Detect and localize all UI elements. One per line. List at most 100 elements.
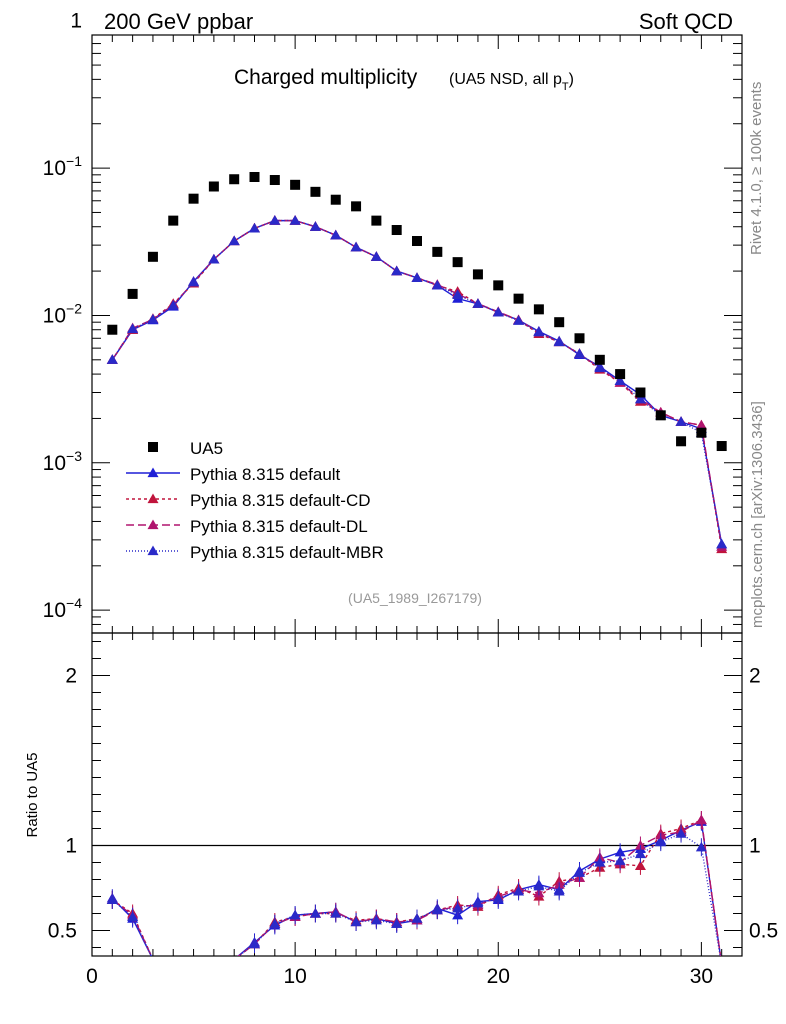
ratio-point bbox=[675, 828, 687, 838]
mc-point bbox=[513, 315, 525, 325]
legend-marker-2 bbox=[147, 519, 159, 530]
y-tick-label: 10−3 bbox=[43, 448, 83, 475]
mc-point bbox=[492, 306, 504, 317]
ratio-point bbox=[330, 908, 342, 918]
ratio-point bbox=[391, 918, 403, 928]
mc-point bbox=[695, 419, 707, 430]
ratio-y-tick-label-right: 2 bbox=[749, 665, 761, 688]
ua5-data-point bbox=[188, 193, 199, 204]
ua5-data-point bbox=[310, 186, 321, 197]
y-tick-label-exp: −1 bbox=[66, 153, 82, 169]
ratio-point bbox=[634, 840, 646, 850]
legend-marker-0 bbox=[147, 467, 159, 478]
mc-point bbox=[208, 253, 220, 264]
ratio-point bbox=[533, 880, 545, 891]
ua5-data-point bbox=[452, 257, 463, 268]
mc-point bbox=[228, 235, 240, 246]
y-tick-label-base: 1 bbox=[70, 10, 82, 33]
mc-point bbox=[269, 215, 281, 225]
ua5-data-point bbox=[432, 246, 443, 257]
ratio-point bbox=[350, 916, 362, 927]
ratio-y-label: Ratio to UA5 bbox=[24, 752, 41, 837]
ratio-y-tick-label: 0.5 bbox=[48, 920, 77, 943]
header-left: 200 GeV ppbar bbox=[104, 9, 253, 34]
ua5-data-point bbox=[391, 225, 402, 236]
ratio-line-2 bbox=[111, 818, 722, 956]
ua5-data-point bbox=[371, 215, 382, 226]
ua5-data-point bbox=[696, 427, 707, 438]
ua5-data-point bbox=[716, 441, 727, 452]
y-tick-label: 10−4 bbox=[43, 595, 83, 622]
mc-point bbox=[634, 393, 646, 404]
y-tick-label-base: 10 bbox=[43, 452, 66, 475]
ratio-point bbox=[614, 846, 626, 857]
mc-point bbox=[289, 215, 301, 225]
x-tick-label: 30 bbox=[690, 965, 713, 988]
ratio-point bbox=[411, 913, 423, 923]
mc-point bbox=[391, 265, 403, 276]
mc-point bbox=[452, 289, 464, 299]
legend-label-0: Pythia 8.315 default bbox=[190, 465, 341, 484]
ua5-data-point bbox=[615, 369, 626, 380]
chart-subtitle: (UA5 NSD, all pT) bbox=[449, 71, 574, 93]
ratio-plot-frame bbox=[91, 632, 743, 957]
y-tick-label-exp: −2 bbox=[66, 300, 82, 316]
ua5-data-point bbox=[127, 288, 138, 299]
ua5-data-point bbox=[351, 201, 362, 212]
mc-point bbox=[350, 241, 362, 252]
y-tick-label-base: 10 bbox=[43, 304, 66, 327]
ratio-point bbox=[309, 908, 321, 918]
ratio-y-tick-label: 1 bbox=[65, 835, 77, 858]
ratio-point bbox=[513, 885, 525, 896]
mc-point bbox=[533, 326, 545, 337]
ratio-point bbox=[492, 892, 504, 903]
x-tick-label: 0 bbox=[86, 965, 98, 988]
ua5-data-point bbox=[229, 174, 240, 185]
y-tick-label-base: 10 bbox=[43, 157, 66, 180]
y-tick-label-base: 10 bbox=[43, 599, 66, 622]
ratio-point bbox=[269, 918, 281, 928]
ua5-data-point bbox=[412, 236, 422, 247]
mc-point bbox=[675, 416, 687, 426]
ua5-data-point bbox=[168, 215, 179, 226]
ratio-point bbox=[574, 867, 585, 877]
x-tick-label: 20 bbox=[487, 965, 510, 988]
mc-point bbox=[716, 538, 728, 549]
mc-point bbox=[309, 221, 321, 231]
ratio-point bbox=[655, 836, 667, 847]
ua5-data-point bbox=[330, 194, 341, 205]
ua5-data-point bbox=[554, 317, 565, 328]
chart-subtitle-suffix: ) bbox=[569, 71, 574, 88]
y-tick-label: 10−2 bbox=[43, 300, 83, 327]
mcplots-label: mcplots.cern.ch [arXiv:1306.3436] bbox=[749, 401, 766, 628]
ua5-data-point bbox=[107, 324, 118, 335]
ratio-point bbox=[370, 914, 382, 925]
ratio-y-tick-label-right: 0.5 bbox=[749, 920, 778, 943]
ua5-data-point bbox=[269, 175, 280, 186]
ua5-data-point bbox=[147, 251, 158, 262]
chart-subtitle-sub: T bbox=[562, 81, 569, 93]
mc-point bbox=[594, 362, 606, 373]
mc-point bbox=[249, 222, 260, 233]
mc-point bbox=[614, 375, 626, 385]
mc-point bbox=[330, 229, 342, 240]
mc-point bbox=[411, 272, 423, 282]
analysis-tag: (UA5_1989_I267179) bbox=[348, 590, 482, 606]
mc-point bbox=[106, 354, 118, 364]
x-tick-label: 10 bbox=[283, 965, 306, 988]
mc-point bbox=[188, 276, 200, 287]
y-tick-label: 1 bbox=[70, 10, 82, 33]
header-right: Soft QCD bbox=[639, 9, 733, 34]
legend-label-2: Pythia 8.315 default-DL bbox=[190, 517, 368, 536]
ratio-point bbox=[472, 897, 484, 908]
ratio-point bbox=[106, 894, 118, 905]
ua5-data-point bbox=[290, 179, 301, 190]
legend-label-3: Pythia 8.315 default-MBR bbox=[190, 543, 384, 562]
chart-subtitle-prefix: (UA5 NSD, all p bbox=[449, 71, 562, 88]
legend-marker-1 bbox=[147, 493, 159, 504]
ratio-point bbox=[452, 902, 464, 913]
ua5-data-point bbox=[676, 436, 687, 447]
ratio-point bbox=[695, 814, 707, 825]
mc-point bbox=[370, 251, 382, 261]
